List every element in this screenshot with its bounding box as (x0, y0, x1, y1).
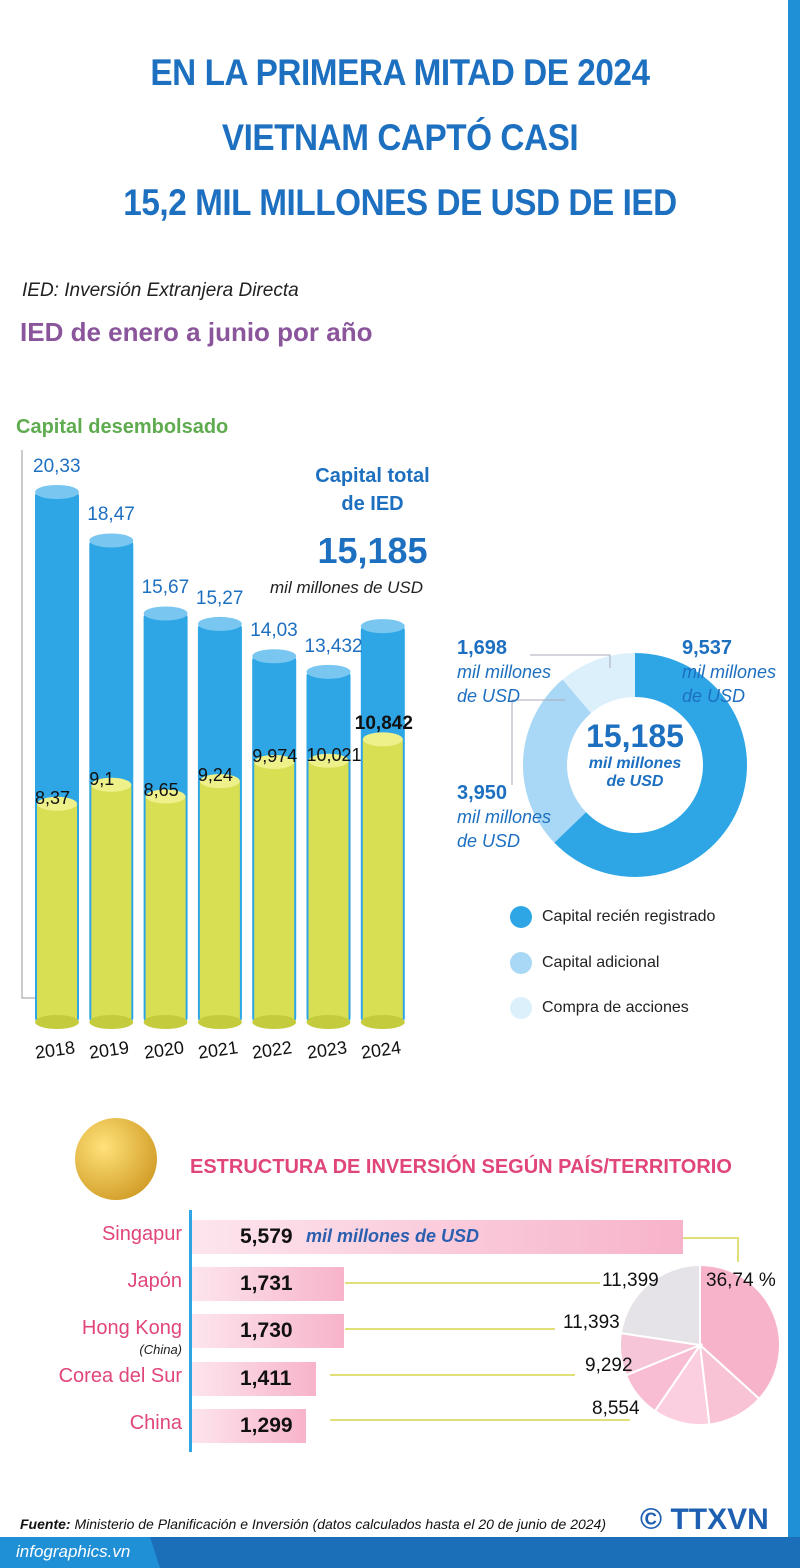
donut-label-additional: 3,950 mil millones de USD (457, 782, 552, 851)
disbursed-value-2020: 8,65 (143, 780, 179, 801)
bar-base-2022 (252, 1015, 297, 1029)
disbursed-bar-top-2021 (199, 774, 240, 789)
country-value-1: 1,731 (240, 1272, 293, 1296)
country-bar-1 (192, 1267, 345, 1302)
pie-label-singapur: 36,74 % (706, 1270, 776, 1291)
country-value-4: 1,299 (240, 1413, 293, 1437)
country-name-3: Corea del Sur (58, 1364, 182, 1387)
total-value-2020: 15,67 (141, 577, 190, 599)
axis-line (189, 1210, 192, 1452)
leader-singapur (683, 1237, 739, 1262)
disbursed-bar-2020 (145, 796, 186, 1022)
disbursed-bar-2022 (254, 761, 295, 1022)
leader-shares (530, 654, 611, 668)
bar-base-2023 (306, 1015, 351, 1029)
site-brand: infographics.vn (0, 1537, 160, 1568)
bar-base-2021 (197, 1015, 242, 1029)
donut-slice-2 (562, 653, 635, 714)
bracket-line (21, 450, 40, 999)
unit-label: mil millones de USD (306, 1226, 480, 1246)
donut-label-shares: 1,698 mil millones de USD (457, 637, 552, 706)
country-value-0: 5,579 (240, 1225, 293, 1248)
country-pie-slice-5 (619, 1263, 701, 1347)
pie-label-1: 11,393 (563, 1312, 620, 1333)
donut-slice-0 (554, 653, 747, 877)
total-bar-top-2024 (360, 619, 405, 634)
country-name-1: Japón (127, 1270, 183, 1293)
total-bar-top-2023 (306, 664, 351, 679)
disbursed-value-2021: 9,24 (197, 765, 233, 786)
legend-additional: Capital adicional (510, 952, 659, 974)
pie-label-2: 9,292 (585, 1355, 633, 1376)
disbursed-label: Capital desembolsado (16, 416, 229, 438)
country-name-4: China (129, 1411, 182, 1434)
pie-label-3: 8,554 (592, 1398, 640, 1419)
total-value-2023: 13,432 (304, 635, 363, 657)
disbursed-bar-top-2024 (362, 732, 403, 747)
country-value-2: 1,730 (240, 1319, 293, 1343)
disbursed-bar-top-2020 (145, 789, 186, 804)
page-frame (788, 0, 800, 1568)
donut-center: 15,185 mil millones de USD (586, 718, 684, 790)
bar-base-2020 (143, 1015, 188, 1029)
total-unit: mil millones de USD (270, 578, 424, 597)
donut-slice-1 (523, 679, 592, 843)
disbursed-bar-2018 (37, 803, 77, 1022)
country-name-0: Singapur (101, 1223, 182, 1245)
country-bar-3 (192, 1361, 317, 1396)
total-bar-top-2021 (197, 616, 242, 631)
country-value-3: 1,411 (240, 1366, 292, 1390)
disbursed-bar-top-2022 (254, 754, 295, 769)
country-bar-0 (192, 1220, 683, 1254)
title-line-3: 15,2 MIL MILLONES DE USD DE IED (123, 182, 677, 223)
total-heading: Capital total de IED (315, 465, 430, 515)
title-line-1: EN LA PRIMERA MITAD DE 2024 (150, 52, 650, 93)
country-bar-4 (192, 1408, 307, 1443)
total-bar-top-2018 (35, 484, 79, 499)
title-line-2: VIETNAM CAPTÓ CASI (221, 117, 579, 158)
disbursed-value-2022: 9,974 (252, 745, 298, 766)
disbursed-bar-top-2019 (91, 777, 132, 792)
total-value: 15,185 (317, 530, 428, 571)
leader-additional (511, 699, 565, 785)
country-pie-slice-0 (699, 1263, 781, 1401)
country-name-2: Hong Kong (81, 1317, 182, 1340)
disbursed-bar-2019 (91, 784, 132, 1022)
disbursed-bar-2024 (362, 739, 403, 1022)
disbursed-value-2019: 9,1 (89, 768, 115, 789)
hongkong-note: (China) (139, 1342, 182, 1357)
total-value-2019: 18,47 (87, 504, 135, 526)
total-bar-top-2022 (252, 649, 297, 664)
source-note: Fuente: Ministerio de Planificación e In… (20, 1516, 606, 1532)
country-section-title: ESTRUCTURA DE INVERSIÓN SEGÚN PAÍS/TERRI… (190, 1156, 732, 1178)
country-bar-2 (192, 1314, 345, 1349)
total-bar-top-2020 (143, 606, 188, 621)
pie-label-0: 11,399 (602, 1270, 659, 1291)
disbursed-value-2024: 10,842 (354, 713, 413, 735)
legend-new: Capital recién registrado (510, 906, 715, 928)
total-value-2018: 20,33 (33, 455, 81, 477)
total-bar-top-2019 (89, 533, 134, 548)
total-value-2022: 14,03 (250, 620, 298, 642)
total-value-2021: 15,27 (195, 587, 244, 609)
definition-note: IED: Inversión Extranjera Directa (22, 280, 299, 301)
disbursed-value-2018: 8,37 (35, 787, 71, 808)
disbursed-bar-2023 (308, 760, 349, 1022)
globe-icon (75, 1118, 157, 1200)
bar-base-2018 (35, 1015, 79, 1029)
disbursed-value-2023: 10,021 (306, 744, 362, 765)
bar-base-2019 (89, 1015, 134, 1029)
bar-base-2024 (360, 1015, 405, 1029)
ttxvn-logo: © TTXVN (640, 1503, 769, 1536)
disbursed-bar-top-2018 (37, 796, 77, 811)
legend-shares: Compra de acciones (510, 997, 689, 1019)
section-subtitle: IED de enero a junio por año (20, 317, 373, 347)
disbursed-bar-2021 (199, 781, 240, 1022)
disbursed-bar-top-2023 (308, 753, 349, 768)
donut-label-new: 9,537 mil millones de USD (682, 637, 777, 706)
